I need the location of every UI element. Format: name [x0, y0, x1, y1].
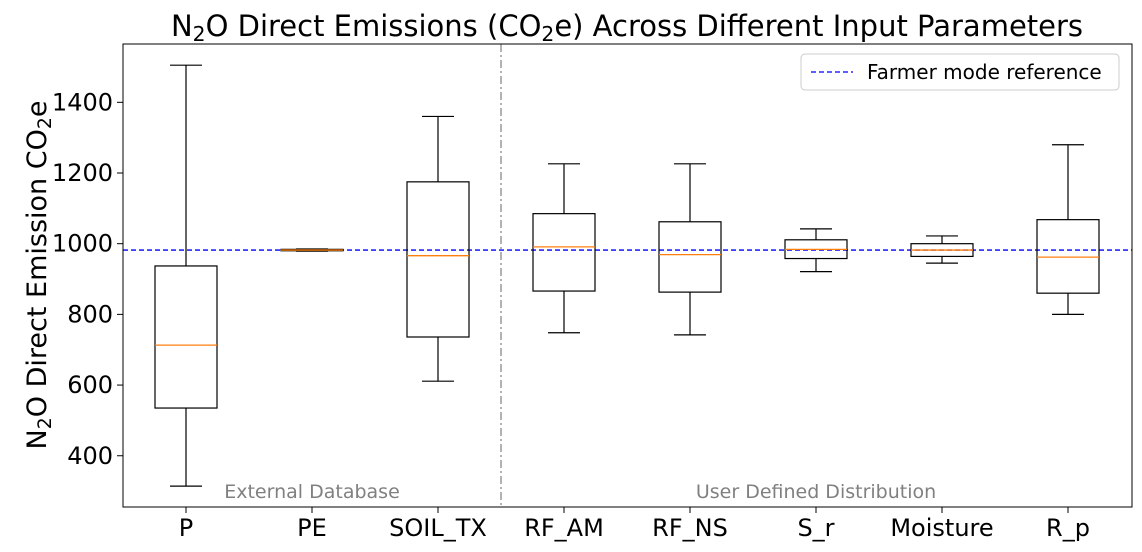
x-tick-label: RF_NS — [652, 514, 728, 542]
y-tick-label: 600 — [67, 371, 113, 399]
group-label: User Defined Distribution — [696, 481, 936, 503]
legend-frame — [800, 53, 1120, 91]
y-tick-label: 1000 — [52, 230, 113, 258]
box-soil-tx — [406, 181, 470, 338]
chart-title: N2O Direct Emissions (CO2e) Across Diffe… — [171, 9, 1083, 46]
y-tick-label: 1400 — [52, 88, 113, 116]
box-p — [154, 265, 218, 409]
y-tick-label: 1200 — [52, 159, 113, 187]
plot-area: P PE SOIL_TX RF_AM RF_NS S_r Moisture R_p 400 600… — [52, 43, 1133, 542]
axes-frame — [122, 43, 1133, 508]
legend-label: Farmer mode reference — [867, 60, 1102, 84]
box-rf-ns — [658, 221, 722, 293]
x-tick-label: Moisture — [890, 514, 993, 542]
y-tick-label: 800 — [67, 300, 113, 328]
group-label: External Database — [224, 481, 400, 503]
x-tick-label: S_r — [797, 514, 834, 542]
x-tick-label: RF_AM — [524, 514, 604, 542]
x-tick-label: P — [179, 514, 193, 542]
y-tick-label: 400 — [67, 442, 113, 470]
box-rf-am — [532, 213, 596, 292]
y-axis-label: N2O Direct Emission CO2e — [22, 101, 56, 450]
x-tick-label: R_p — [1046, 514, 1090, 542]
legend: Farmer mode reference — [800, 53, 1120, 91]
x-tick-label: PE — [297, 514, 327, 542]
x-tick-label: SOIL_TX — [389, 514, 487, 542]
box-r-p — [1036, 219, 1100, 294]
